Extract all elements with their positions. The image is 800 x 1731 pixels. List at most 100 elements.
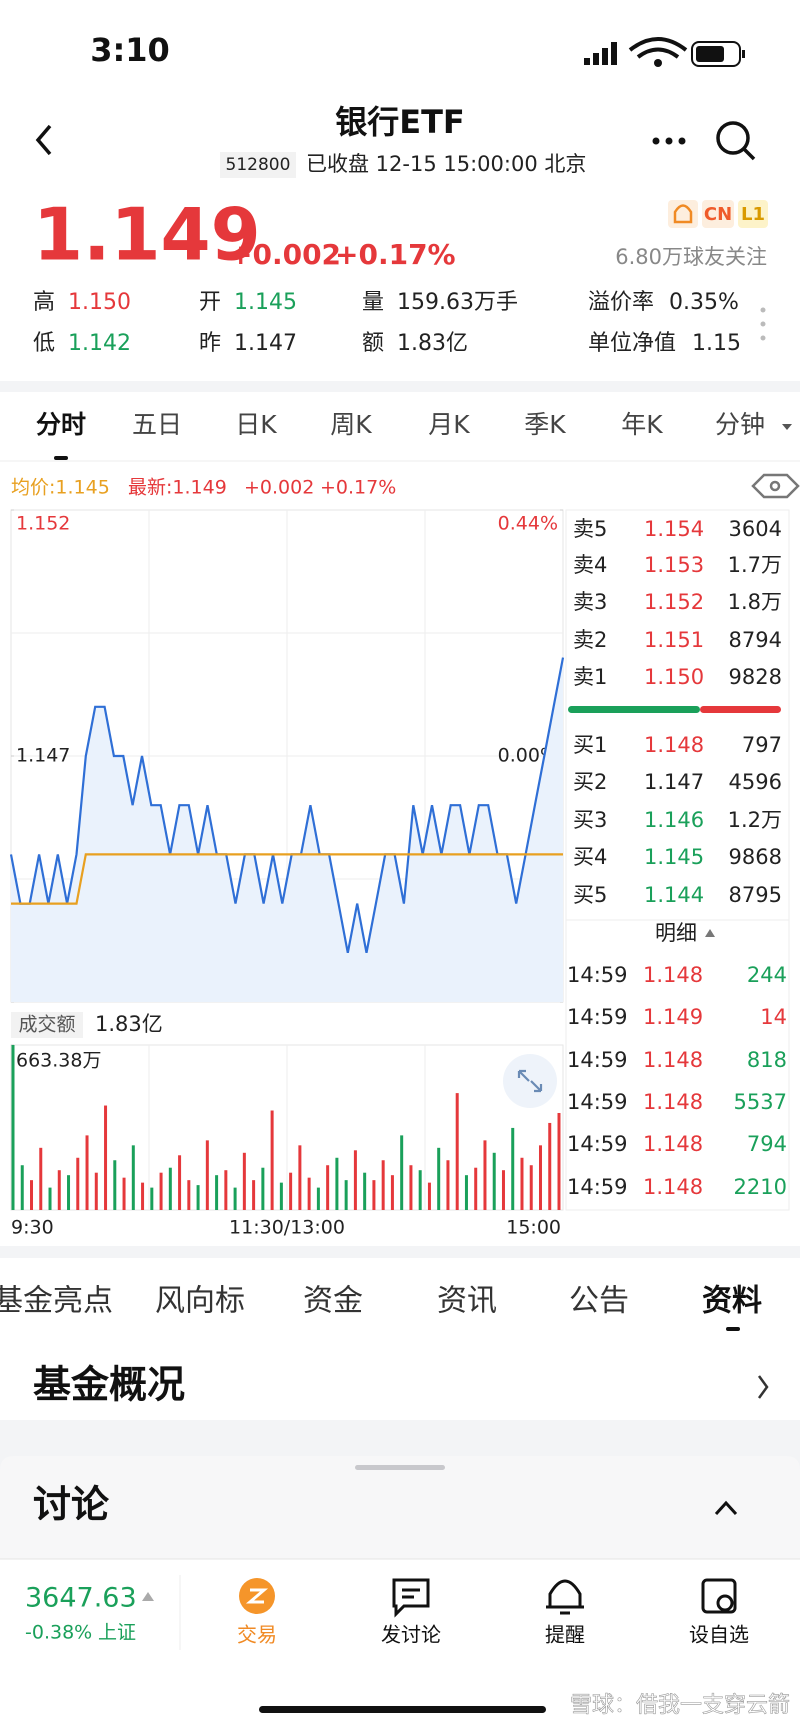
more-button[interactable]	[652, 137, 686, 145]
volume-bar	[270, 1110, 274, 1210]
watermark: 雪球：借我一支穿云箭	[570, 1693, 790, 1718]
trade-volume: 14	[760, 1005, 787, 1029]
volume-bar	[390, 1175, 394, 1210]
badge-bg	[738, 200, 768, 228]
chart-tab[interactable]: 周K	[330, 410, 372, 439]
book-price: 1.146	[644, 808, 704, 832]
volume-total: 1.83亿	[95, 1012, 163, 1036]
search-button[interactable]	[716, 121, 756, 161]
volume-bar	[67, 1175, 71, 1210]
volume-bar	[131, 1145, 135, 1210]
home-indicator	[259, 1706, 546, 1713]
section-tab[interactable]: 风向标	[155, 1284, 245, 1319]
divider	[0, 1246, 800, 1258]
y-tick-label: 1.147	[16, 745, 70, 767]
code-chip	[220, 152, 296, 178]
chart-tab[interactable]: 日K	[235, 410, 277, 439]
tab-dropdown-arrow	[782, 424, 792, 430]
collapse-chevron[interactable]	[714, 1500, 738, 1516]
overview-chevron[interactable]	[757, 1375, 769, 1399]
volume-bar	[242, 1152, 246, 1210]
volume-bar	[446, 1160, 450, 1210]
volume-bar	[363, 1172, 367, 1210]
section-tab[interactable]: 基金亮点	[0, 1284, 113, 1319]
settings-icon[interactable]	[751, 473, 800, 499]
stat-label: 量	[362, 290, 384, 315]
discuss-icon[interactable]	[392, 1578, 430, 1618]
book-volume: 1.2万	[728, 808, 782, 832]
trade-icon[interactable]	[239, 1578, 275, 1614]
trade-volume: 818	[747, 1048, 787, 1072]
chart-tab[interactable]: 月K	[428, 410, 470, 439]
section-tab[interactable]: 资讯	[437, 1284, 497, 1319]
volume-bar	[538, 1145, 542, 1210]
index-change: -0.38%	[25, 1622, 92, 1644]
action-label[interactable]: 提醒	[545, 1623, 585, 1647]
chart-tab[interactable]: 年K	[621, 410, 663, 439]
status-time: 3:10	[90, 31, 170, 69]
book-volume: 4596	[729, 770, 782, 794]
alert-bell[interactable]	[668, 200, 698, 228]
volume-bar	[113, 1160, 117, 1210]
book-label: 买4	[573, 845, 607, 869]
volume-bar	[548, 1122, 552, 1210]
volume-bar	[335, 1157, 339, 1210]
volume-bar	[205, 1140, 209, 1210]
volume-bar	[353, 1150, 357, 1210]
action-label[interactable]: 设自选	[689, 1623, 749, 1647]
stat-value: 1.15	[692, 331, 741, 356]
volume-bar	[557, 1112, 561, 1210]
chart-tab[interactable]: 五日	[132, 410, 182, 439]
volume-bar	[141, 1182, 145, 1210]
fund-overview[interactable]: 基金概况	[33, 1363, 185, 1407]
volume-bar	[483, 1140, 487, 1210]
discussion-title[interactable]: 讨论	[33, 1483, 110, 1527]
price-line	[9, 657, 565, 954]
expand-button[interactable]	[503, 1054, 557, 1108]
volume-bar	[492, 1152, 496, 1210]
volume-bar	[279, 1182, 283, 1210]
volume-bar	[316, 1187, 320, 1210]
detail-arrow	[705, 929, 715, 937]
stat-value: 1.145	[234, 290, 297, 315]
action-label[interactable]: 交易	[237, 1623, 277, 1647]
volume-bar	[94, 1172, 98, 1210]
volume-bar	[57, 1170, 61, 1210]
volume-bar	[252, 1180, 256, 1210]
stats-more[interactable]	[760, 307, 766, 341]
action-label[interactable]: 发讨论	[381, 1623, 441, 1647]
section-tab[interactable]: 公告	[569, 1284, 629, 1319]
watchlist-icon[interactable]	[701, 1578, 737, 1614]
section-tab[interactable]: 资金	[303, 1284, 363, 1319]
stat-label: 昨	[199, 331, 221, 356]
stat-label: 高	[33, 290, 55, 315]
chart-tab[interactable]: 季K	[524, 410, 566, 439]
volume-bar	[289, 1172, 293, 1210]
chart-tab[interactable]: 分钟	[715, 410, 765, 439]
discussion-sheet[interactable]	[0, 1456, 800, 1560]
volume-bar	[39, 1147, 43, 1210]
avg-line	[11, 853, 563, 905]
tab-indicator	[54, 456, 68, 460]
trade-volume: 2210	[734, 1175, 787, 1199]
legend-avg: 均价:1.145	[11, 477, 110, 499]
index-arrow	[142, 1592, 154, 1601]
stat-value: 159.63万手	[397, 290, 518, 315]
stat-label: 低	[33, 331, 55, 356]
volume-bar	[122, 1177, 126, 1210]
volume-bar	[104, 1105, 108, 1210]
back-button[interactable]	[35, 124, 52, 156]
chart-tab[interactable]: 分时	[36, 410, 86, 439]
badge-l1: L1	[741, 204, 765, 225]
trade-time: 14:59	[567, 1048, 628, 1072]
trade-price: 1.149	[643, 1005, 703, 1029]
sell-ratio-bar	[700, 706, 781, 713]
remind-icon[interactable]	[546, 1579, 584, 1615]
book-label: 买2	[573, 770, 607, 794]
trade-volume: 5537	[734, 1090, 787, 1114]
order-book-frame	[565, 509, 790, 1211]
book-volume: 9868	[729, 845, 782, 869]
book-price: 1.154	[644, 517, 704, 541]
volume-bar	[409, 1165, 413, 1210]
section-tab[interactable]: 资料	[702, 1284, 762, 1319]
